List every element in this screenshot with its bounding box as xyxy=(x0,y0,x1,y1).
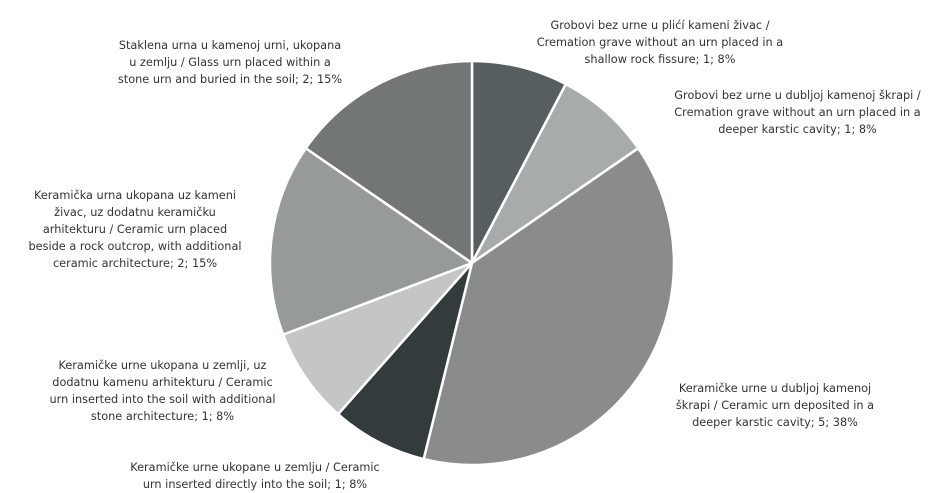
slice-label-ceramic-soil-stone: Keramičke urne ukopana u zemlji, uz doda… xyxy=(49,359,276,423)
pie-slice-0 xyxy=(470,59,568,265)
slice-label-ceramic-soil: Keramičke urne ukopane u zemlju / Cerami… xyxy=(130,461,380,491)
pie-slice-3 xyxy=(336,261,474,461)
slice-label-ceramic-deeper-cavity: Keramičke urne u dubljoj kamenoj škrapi … xyxy=(675,382,875,429)
pie-slice-5 xyxy=(268,147,474,336)
pie-slice-1 xyxy=(470,82,640,265)
slice-label-shallow-fissure: Grobovi bez urne u plićí kameni živac / … xyxy=(536,19,784,66)
slice-label-ceramic-rock-outcrop: Keramička urna ukopana uz kameni živac, … xyxy=(28,189,242,270)
slice-label-deeper-cavity: Grobovi bez urne u dubljoj kamenoj škrap… xyxy=(674,89,921,136)
slice-label-glass-urn: Staklena urna u kamenoj urni, ukopana u … xyxy=(117,39,343,86)
pie-slice-6 xyxy=(304,59,474,265)
pie-slice-2 xyxy=(422,147,676,467)
pie-slice-4 xyxy=(281,261,474,416)
